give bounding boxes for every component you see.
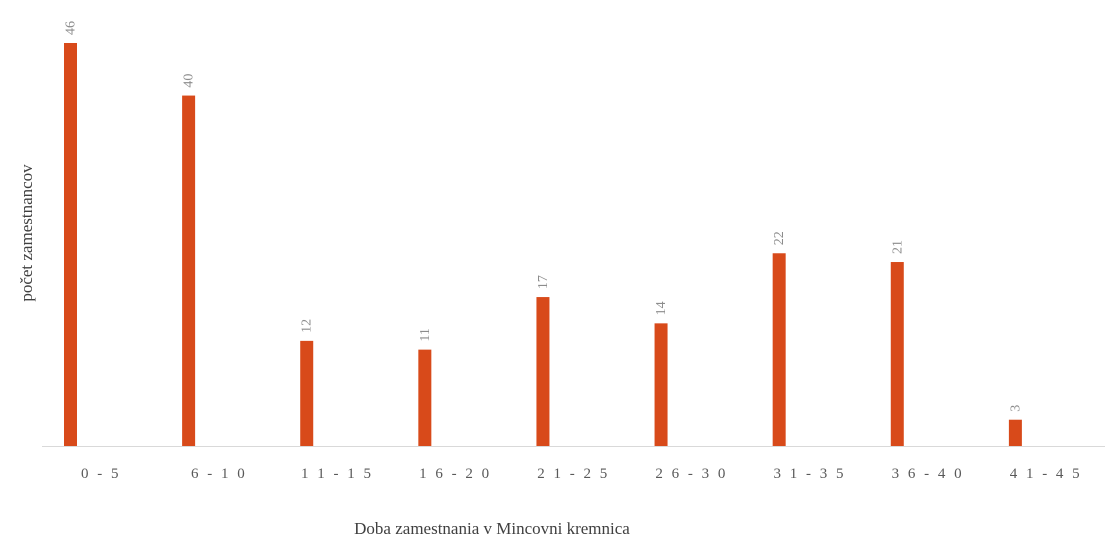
data-label-36-40: 21 (890, 240, 905, 254)
bars-group (64, 43, 1022, 446)
bar-21-25 (536, 297, 550, 446)
x-tick-labels: 0 - 5 6 - 1 0 1 1 - 1 5 1 6 - 2 0 2 1 - 2 5 2… (81, 466, 1083, 482)
bar-6-10 (182, 95, 196, 446)
x-tick-label-0-5: 0 - 5 (81, 466, 121, 482)
x-tick-label-31-35: 3 1 - 3 5 (773, 466, 846, 482)
bar-16-20 (418, 349, 432, 446)
bar-0-5 (64, 43, 77, 446)
x-axis-label: Doba zamestnania v Mincovni kremnica (354, 519, 630, 538)
data-label-16-20: 11 (418, 328, 433, 341)
data-label-21-25: 17 (536, 275, 551, 289)
bar-41-45 (1008, 419, 1022, 446)
bar-36-40 (890, 262, 904, 446)
data-label-26-30: 14 (654, 301, 669, 315)
y-axis-label: počet zamestnancov (17, 164, 36, 302)
data-label-31-35: 22 (772, 231, 787, 245)
bar-26-30 (654, 323, 668, 446)
data-label-6-10: 40 (182, 74, 197, 88)
bar-11-15 (300, 340, 314, 446)
data-labels: 46 40 12 11 17 14 22 21 3 (64, 21, 1024, 412)
x-tick-label-41-45: 4 1 - 4 5 (1010, 466, 1083, 482)
x-tick-label-6-10: 6 - 1 0 (191, 466, 247, 482)
bar-31-35 (772, 253, 786, 446)
data-label-0-5: 46 (64, 21, 79, 35)
x-tick-label-21-25: 2 1 - 2 5 (537, 466, 610, 482)
x-tick-label-11-15: 1 1 - 1 5 (301, 466, 374, 482)
x-tick-label-36-40: 3 6 - 4 0 (892, 466, 965, 482)
x-tick-label-16-20: 1 6 - 2 0 (419, 466, 492, 482)
data-label-11-15: 12 (300, 319, 315, 333)
x-tick-label-26-30: 2 6 - 3 0 (655, 466, 728, 482)
data-label-41-45: 3 (1008, 405, 1023, 412)
